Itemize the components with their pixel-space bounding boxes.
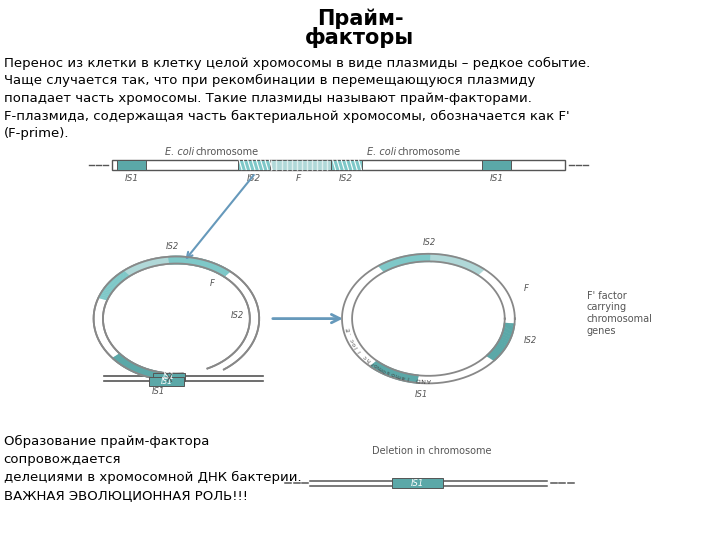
- Text: F' factor
carrying
chromosomal
genes: F' factor carrying chromosomal genes: [587, 291, 652, 335]
- Text: IS2: IS2: [523, 336, 536, 345]
- Text: IS2: IS2: [247, 174, 261, 183]
- Text: IS2: IS2: [230, 312, 243, 320]
- Text: IS2: IS2: [338, 174, 353, 183]
- Text: IS1: IS1: [163, 373, 175, 381]
- Bar: [238, 160, 270, 170]
- Text: IS2: IS2: [166, 242, 179, 251]
- Text: F: F: [210, 279, 215, 288]
- Text: A: A: [426, 377, 431, 382]
- Text: i: i: [356, 349, 362, 353]
- Text: факторы: факторы: [305, 27, 415, 48]
- Text: IS1: IS1: [490, 174, 504, 183]
- Text: o: o: [382, 367, 387, 373]
- Text: .: .: [346, 332, 352, 335]
- Text: Прайм-: Прайм-: [317, 8, 403, 29]
- Bar: [270, 160, 331, 170]
- Text: Перенос из клетки в клетку целой хромосомы в виде плазмиды – редкое событие.
Чащ: Перенос из клетки в клетку целой хромосо…: [4, 57, 590, 140]
- Bar: [117, 160, 146, 170]
- Text: E. coli: E. coli: [366, 147, 396, 157]
- Text: o: o: [373, 362, 379, 368]
- Text: F: F: [523, 285, 528, 293]
- Text: h: h: [366, 357, 372, 363]
- Bar: [149, 377, 184, 386]
- Text: chromosome: chromosome: [397, 147, 461, 157]
- Text: m: m: [395, 372, 402, 379]
- Text: Образование прайм-фактора
сопровождается
делециями в хромосомной ДНК бактерии.
В: Образование прайм-фактора сопровождается…: [4, 435, 301, 502]
- Bar: [392, 478, 443, 488]
- Text: E. coli: E. coli: [165, 147, 194, 157]
- Text: F: F: [296, 174, 302, 183]
- Text: l: l: [407, 375, 410, 380]
- Text: X: X: [166, 374, 173, 383]
- Text: o: o: [391, 370, 396, 377]
- Text: Deletion in chromosome: Deletion in chromosome: [372, 446, 492, 456]
- Bar: [153, 373, 185, 381]
- Text: IS1: IS1: [152, 387, 165, 396]
- Text: l: l: [354, 346, 359, 349]
- Text: r: r: [369, 360, 375, 366]
- Bar: [112, 160, 565, 170]
- Text: m: m: [377, 364, 384, 372]
- Text: N: N: [420, 377, 426, 382]
- Text: c: c: [349, 338, 356, 343]
- Text: IS2: IS2: [423, 238, 436, 247]
- Text: s: s: [386, 369, 392, 375]
- Text: IS1: IS1: [411, 479, 424, 488]
- Bar: [482, 160, 511, 170]
- Text: c: c: [362, 354, 369, 360]
- Text: IS1: IS1: [125, 174, 139, 183]
- Text: chromosome: chromosome: [196, 147, 259, 157]
- Text: o: o: [351, 341, 357, 347]
- Text: D: D: [415, 376, 420, 382]
- Text: a: a: [400, 374, 405, 380]
- Text: E: E: [346, 327, 351, 332]
- Text: IS1: IS1: [161, 377, 172, 386]
- Text: IS1: IS1: [415, 390, 428, 399]
- Bar: [331, 160, 362, 170]
